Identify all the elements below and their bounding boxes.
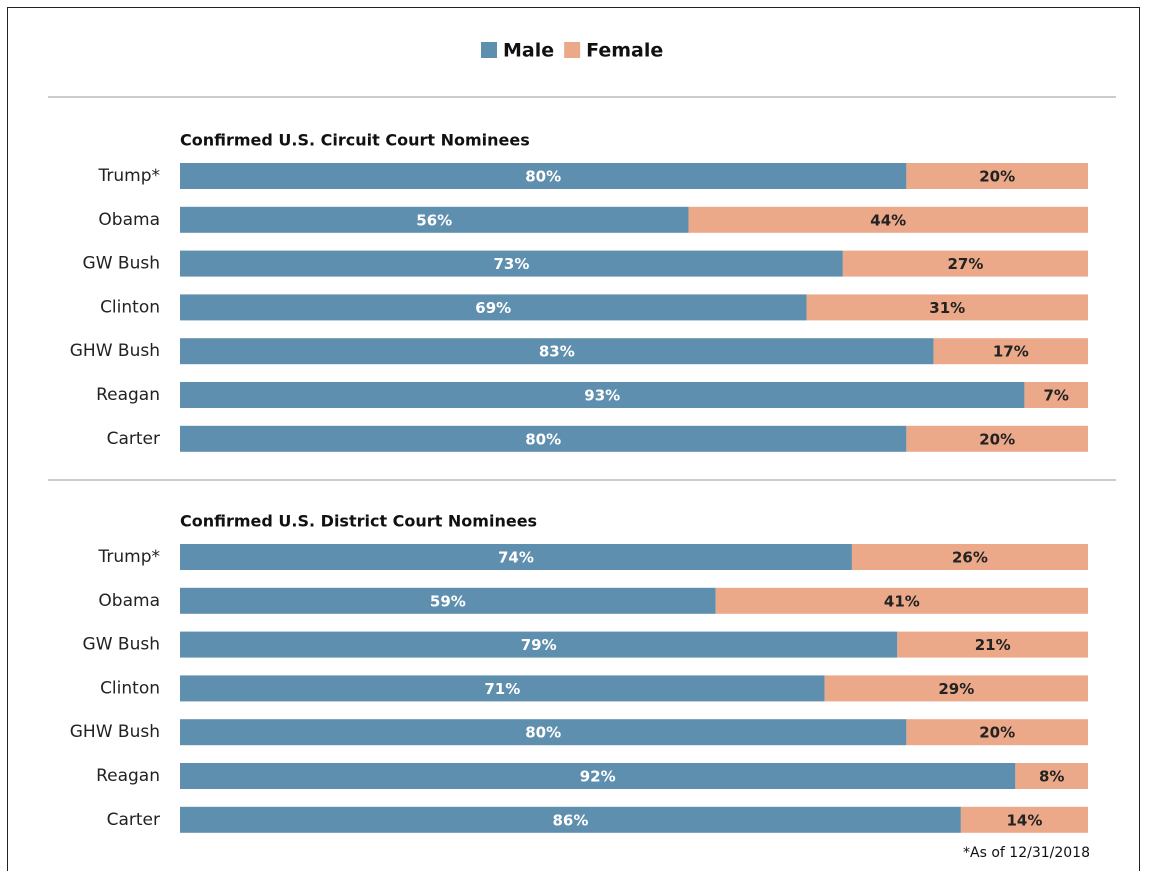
- value-label: 41%: [884, 592, 920, 610]
- bar-segment: [806, 294, 1088, 321]
- value-label: 74%: [498, 549, 534, 567]
- bar-segment: [1015, 763, 1088, 789]
- category-label: Reagan: [96, 385, 160, 405]
- bar-segment: [906, 425, 1088, 452]
- bar-segment: [180, 675, 825, 702]
- value-label: 80%: [525, 724, 561, 742]
- value-label: 29%: [938, 680, 974, 698]
- bar-segment: [180, 763, 1016, 789]
- legend-swatch: [564, 42, 581, 58]
- bar-segment: [180, 382, 1025, 408]
- panel-title: Confirmed U.S. Circuit Court Nominees: [180, 131, 530, 150]
- bar-segment: [180, 250, 843, 277]
- category-label: GHW Bush: [70, 341, 160, 361]
- value-label: 26%: [952, 549, 988, 567]
- bar-segment: [933, 338, 1088, 365]
- bar-segment: [180, 806, 961, 833]
- bar-segment: [180, 587, 716, 614]
- value-label: 31%: [929, 299, 965, 317]
- category-label: Carter: [107, 810, 160, 830]
- category-label: Carter: [107, 429, 160, 449]
- bar-segment: [180, 425, 907, 452]
- bar-segment: [715, 587, 1088, 614]
- value-label: 93%: [584, 387, 620, 405]
- category-label: GHW Bush: [70, 722, 160, 742]
- bar-segment: [851, 544, 1088, 570]
- frame: [7, 7, 1140, 871]
- value-label: 21%: [975, 636, 1011, 654]
- panel-title: Confirmed U.S. District Court Nominees: [180, 512, 537, 531]
- category-label: GW Bush: [83, 254, 160, 274]
- bar-segment: [180, 544, 852, 570]
- bar-segment: [960, 806, 1088, 833]
- value-label: 80%: [525, 168, 561, 186]
- category-label: Obama: [98, 210, 160, 230]
- bar-segment: [824, 675, 1088, 702]
- bar-segment: [180, 338, 934, 365]
- note: *As of 12/31/2018: [963, 845, 1090, 861]
- category-label: GW Bush: [83, 635, 160, 655]
- value-label: 20%: [979, 724, 1015, 742]
- value-label: 69%: [475, 299, 511, 317]
- value-label: 20%: [979, 430, 1015, 448]
- category-label: Trump*: [97, 547, 160, 567]
- value-label: 92%: [580, 768, 616, 786]
- bar-segment: [180, 631, 898, 658]
- bar-segment: [688, 206, 1088, 233]
- value-label: 80%: [525, 430, 561, 448]
- category-label: Reagan: [96, 766, 160, 786]
- value-label: 83%: [539, 343, 575, 361]
- value-label: 8%: [1039, 768, 1064, 786]
- value-label: 59%: [430, 592, 466, 610]
- value-label: 20%: [979, 168, 1015, 186]
- value-label: 14%: [1006, 811, 1042, 829]
- category-label: Clinton: [100, 297, 160, 317]
- category-label: Obama: [98, 591, 160, 611]
- legend-swatch: [481, 42, 497, 58]
- bar-segment: [180, 719, 907, 746]
- value-label: 7%: [1043, 387, 1068, 405]
- bar-segment: [906, 719, 1088, 746]
- value-label: 27%: [947, 255, 983, 273]
- bar-segment: [897, 631, 1088, 658]
- value-label: 73%: [493, 255, 529, 273]
- value-label: 86%: [552, 811, 588, 829]
- bar-segment: [842, 250, 1088, 277]
- value-label: 71%: [484, 680, 520, 698]
- bar-segment: [180, 294, 807, 321]
- bar-segment: [180, 163, 907, 189]
- value-label: 79%: [521, 636, 557, 654]
- value-label: 56%: [416, 211, 452, 229]
- bar-segment: [1024, 382, 1088, 408]
- category-label: Trump*: [97, 166, 160, 186]
- legend-label: Male: [503, 40, 554, 62]
- value-label: 44%: [870, 211, 906, 229]
- legend-label: Female: [586, 40, 663, 62]
- bar-segment: [180, 206, 689, 233]
- value-label: 17%: [993, 343, 1029, 361]
- category-label: Clinton: [100, 678, 160, 698]
- bar-segment: [906, 163, 1088, 189]
